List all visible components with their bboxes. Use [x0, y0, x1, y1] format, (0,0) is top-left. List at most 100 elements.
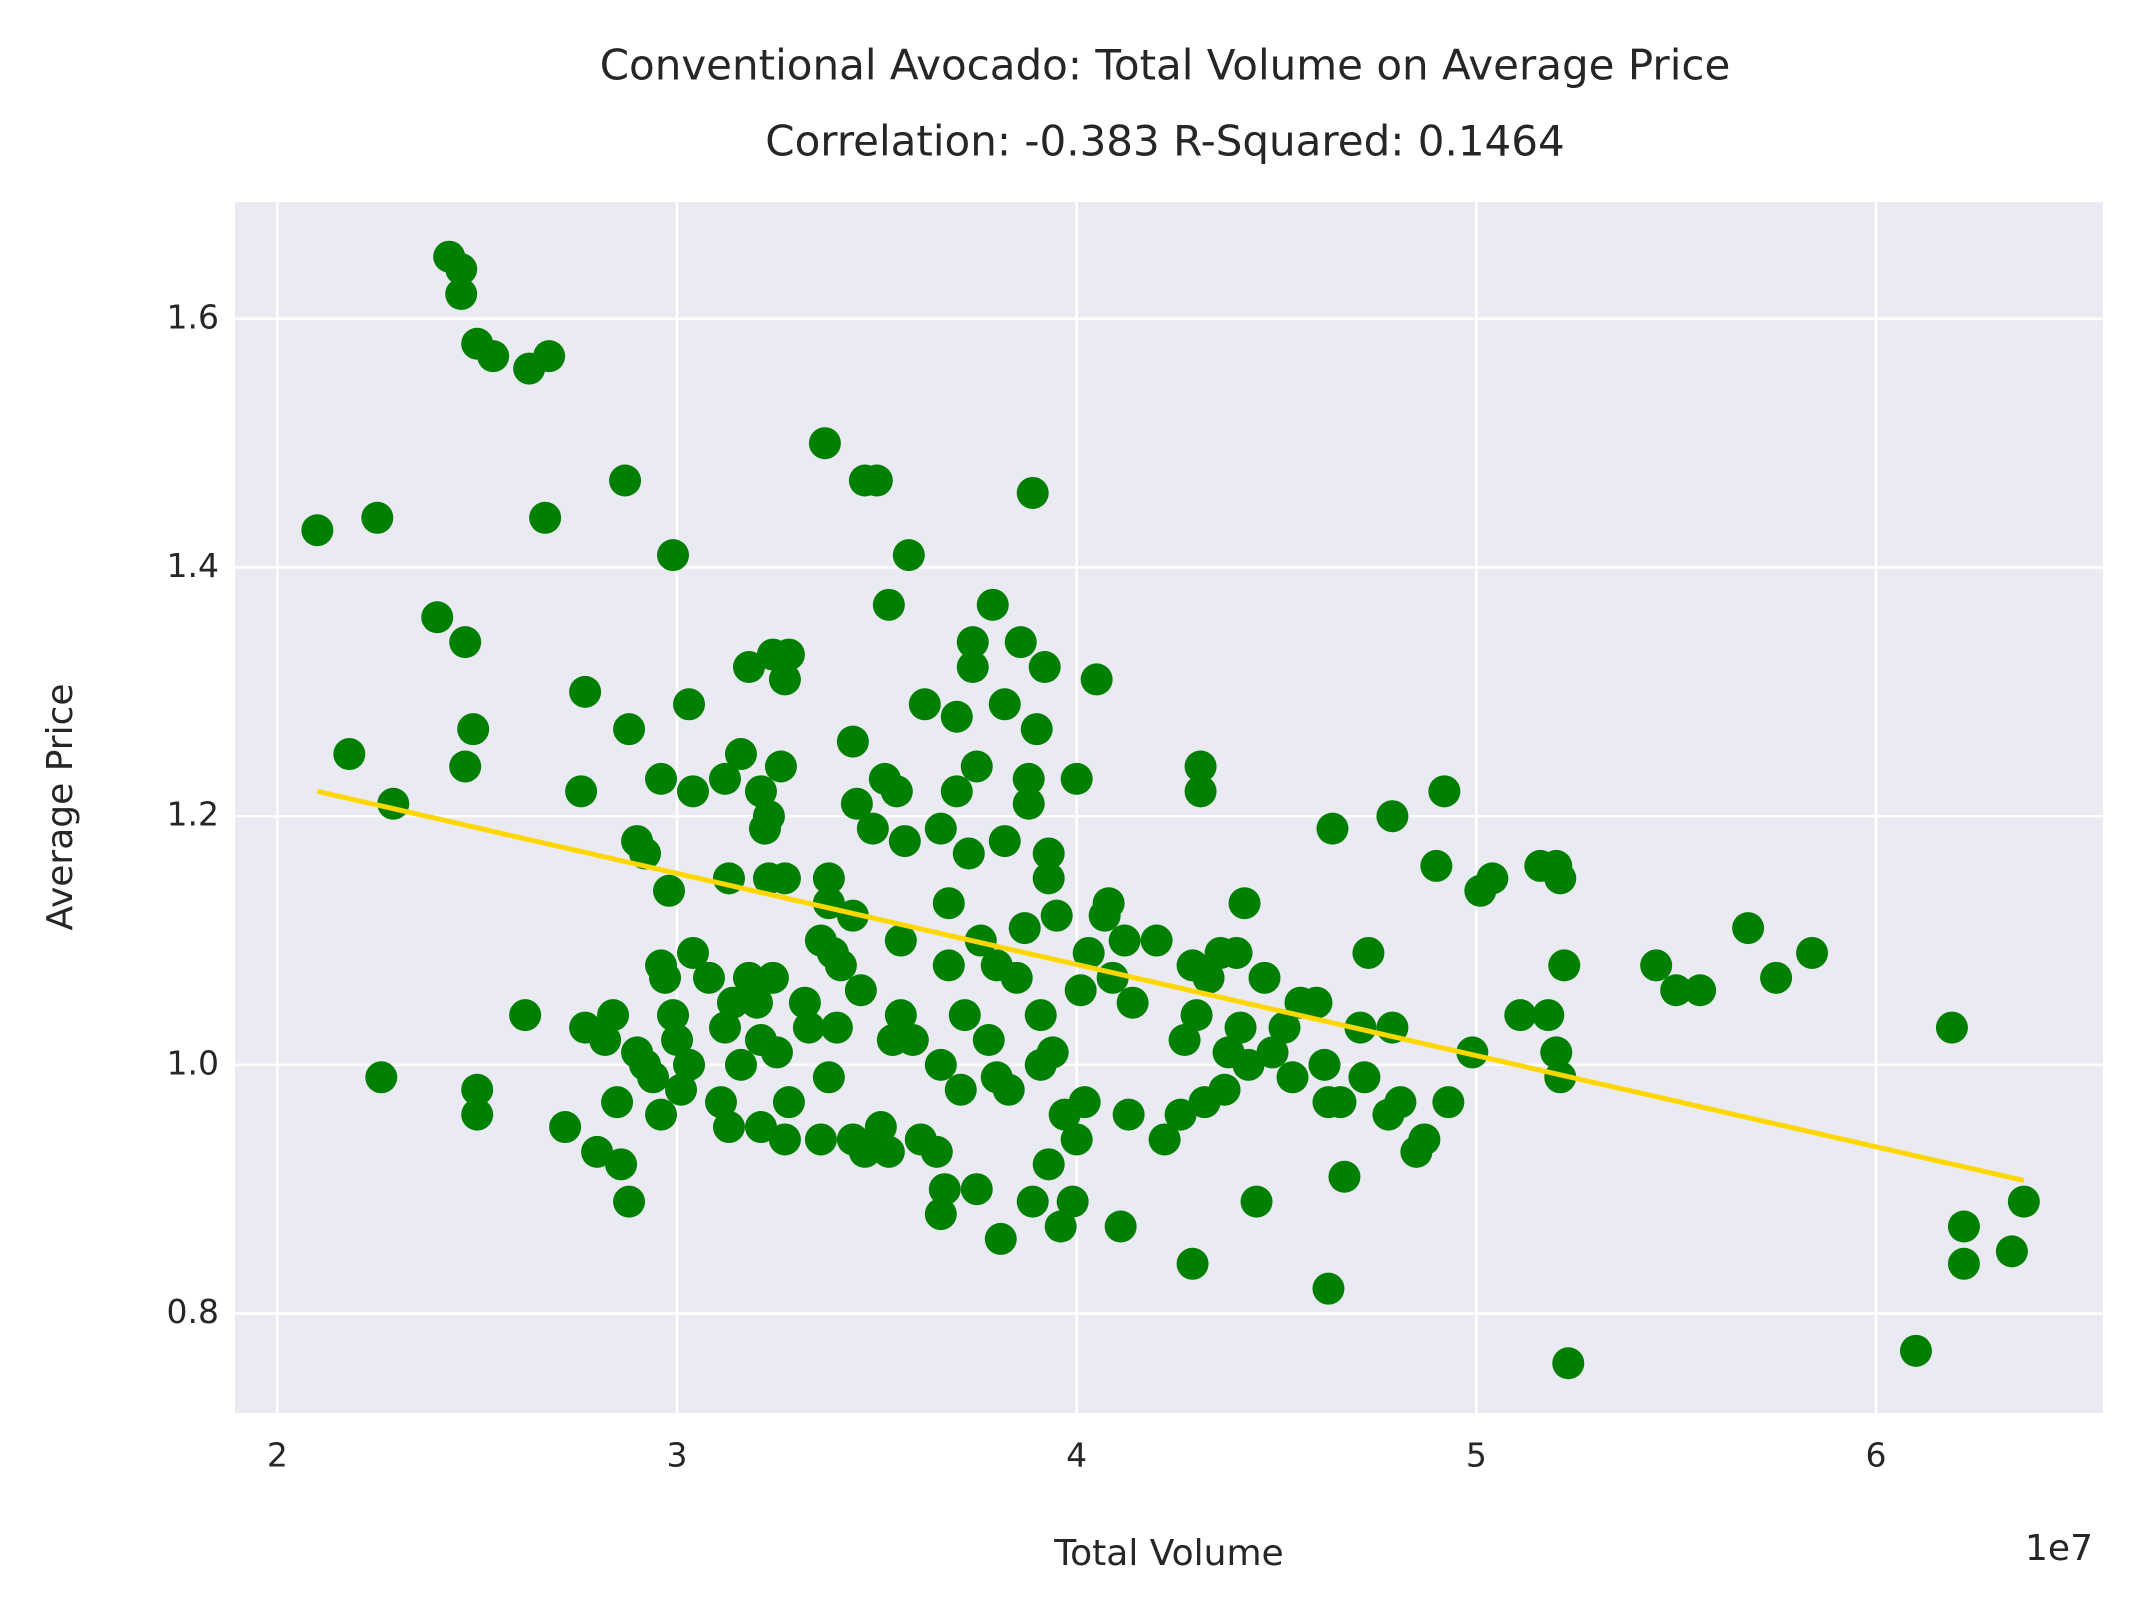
scatter-point: [1080, 663, 1113, 696]
scatter-point: [1056, 1185, 1089, 1218]
scatter-point: [677, 936, 710, 969]
scatter-point: [1068, 1086, 1101, 1119]
scatter-point: [1732, 912, 1765, 945]
scatter-point: [1012, 762, 1045, 795]
scatter-point: [1532, 999, 1565, 1032]
scatter-point: [752, 862, 785, 895]
scatter-point: [301, 514, 334, 547]
scatter-point: [1640, 949, 1673, 982]
chart-title: Conventional Avocado: Total Volume on Av…: [600, 41, 1731, 90]
scatter-point: [1684, 974, 1717, 1007]
scatter-point: [597, 999, 630, 1032]
scatter-point: [1947, 1247, 1980, 1280]
scatter-point: [1899, 1334, 1932, 1367]
scatter-point: [449, 750, 482, 783]
scatter-point: [421, 601, 454, 634]
scatter-point: [712, 1111, 745, 1144]
scatter-point: [1240, 1185, 1273, 1218]
scatter-point: [461, 1098, 494, 1131]
scatter-point: [768, 663, 801, 696]
scatter-point: [772, 638, 805, 671]
scatter-point: [677, 775, 710, 808]
scatter-point: [1040, 899, 1073, 932]
scatter-point: [1352, 936, 1385, 969]
scatter-point: [645, 1098, 678, 1131]
scatter-point: [549, 1111, 582, 1144]
scatter-point: [808, 427, 841, 460]
scatter-point: [772, 1086, 805, 1119]
scatter-point: [764, 750, 797, 783]
x-tick-label: 4: [1066, 1436, 1087, 1475]
scatter-point: [1208, 1073, 1241, 1106]
scatter-point: [1316, 812, 1349, 845]
scatter-point: [1028, 651, 1061, 684]
scatter-point: [924, 1048, 957, 1081]
scatter-point: [605, 1148, 638, 1181]
scatter-point: [1228, 887, 1261, 920]
scatter-point: [976, 588, 1009, 621]
scatter-point: [673, 688, 706, 721]
scatter-point: [1116, 986, 1149, 1019]
scatter-point: [665, 1073, 698, 1106]
scatter-point: [1324, 1086, 1357, 1119]
scatter-point: [661, 1024, 694, 1057]
scatter-point: [1548, 949, 1581, 982]
scatter-point: [1276, 1061, 1309, 1094]
scatter-point: [601, 1086, 634, 1119]
scatter-point: [1308, 1048, 1341, 1081]
scatter-point: [645, 762, 678, 795]
scatter-point: [1552, 1347, 1585, 1380]
scatter-point: [804, 1123, 837, 1156]
scatter-point: [864, 1111, 897, 1144]
scatter-point: [673, 1048, 706, 1081]
scatter-point: [888, 825, 921, 858]
scatter-point: [1032, 837, 1065, 870]
scatter-point: [944, 1073, 977, 1106]
scatter-point: [1016, 1185, 1049, 1218]
scatter-point: [884, 924, 917, 957]
scatter-point: [613, 713, 646, 746]
scatter-point: [1192, 961, 1225, 994]
scatter-point: [509, 999, 542, 1032]
scatter-point: [1096, 961, 1129, 994]
x-tick-label: 6: [1865, 1436, 1886, 1475]
scatter-point: [1947, 1210, 1980, 1243]
scatter-point: [1408, 1123, 1441, 1156]
scatter-point: [1104, 1210, 1137, 1243]
scatter-point: [1384, 1086, 1417, 1119]
scatter-point: [972, 1024, 1005, 1057]
scatter-point: [1176, 1247, 1209, 1280]
scatter-point: [844, 974, 877, 1007]
x-tick-label: 2: [267, 1436, 288, 1475]
scatter-point: [932, 887, 965, 920]
scatter-point: [361, 501, 394, 534]
scatter-point: [1168, 1024, 1201, 1057]
y-tick-label: 1.6: [167, 297, 219, 336]
scatter-point: [1044, 1210, 1077, 1243]
scatter-point: [1024, 999, 1057, 1032]
scatter-point: [1420, 849, 1453, 882]
scatter-point: [744, 1111, 777, 1144]
scatter-point: [1164, 1098, 1197, 1131]
scatter-point: [1232, 1048, 1265, 1081]
scatter-point: [1112, 1098, 1145, 1131]
scatter-point: [1000, 961, 1033, 994]
scatter-point: [589, 1024, 622, 1057]
scatter-point: [629, 837, 662, 870]
scatter-point: [896, 1024, 929, 1057]
scatter-point: [932, 949, 965, 982]
scatter-point: [708, 762, 741, 795]
scatter-point: [920, 1135, 953, 1168]
scatter-point: [333, 738, 366, 771]
scatter-point: [1268, 1011, 1301, 1044]
scatter-point: [988, 688, 1021, 721]
scatter-point: [856, 812, 889, 845]
scatter-point: [956, 651, 989, 684]
scatter-point: [716, 986, 749, 1019]
scatter-point: [744, 775, 777, 808]
scatter-point: [924, 812, 957, 845]
scatter-point: [1224, 1011, 1257, 1044]
scatter-point: [848, 1135, 881, 1168]
scatter-point: [732, 651, 765, 684]
